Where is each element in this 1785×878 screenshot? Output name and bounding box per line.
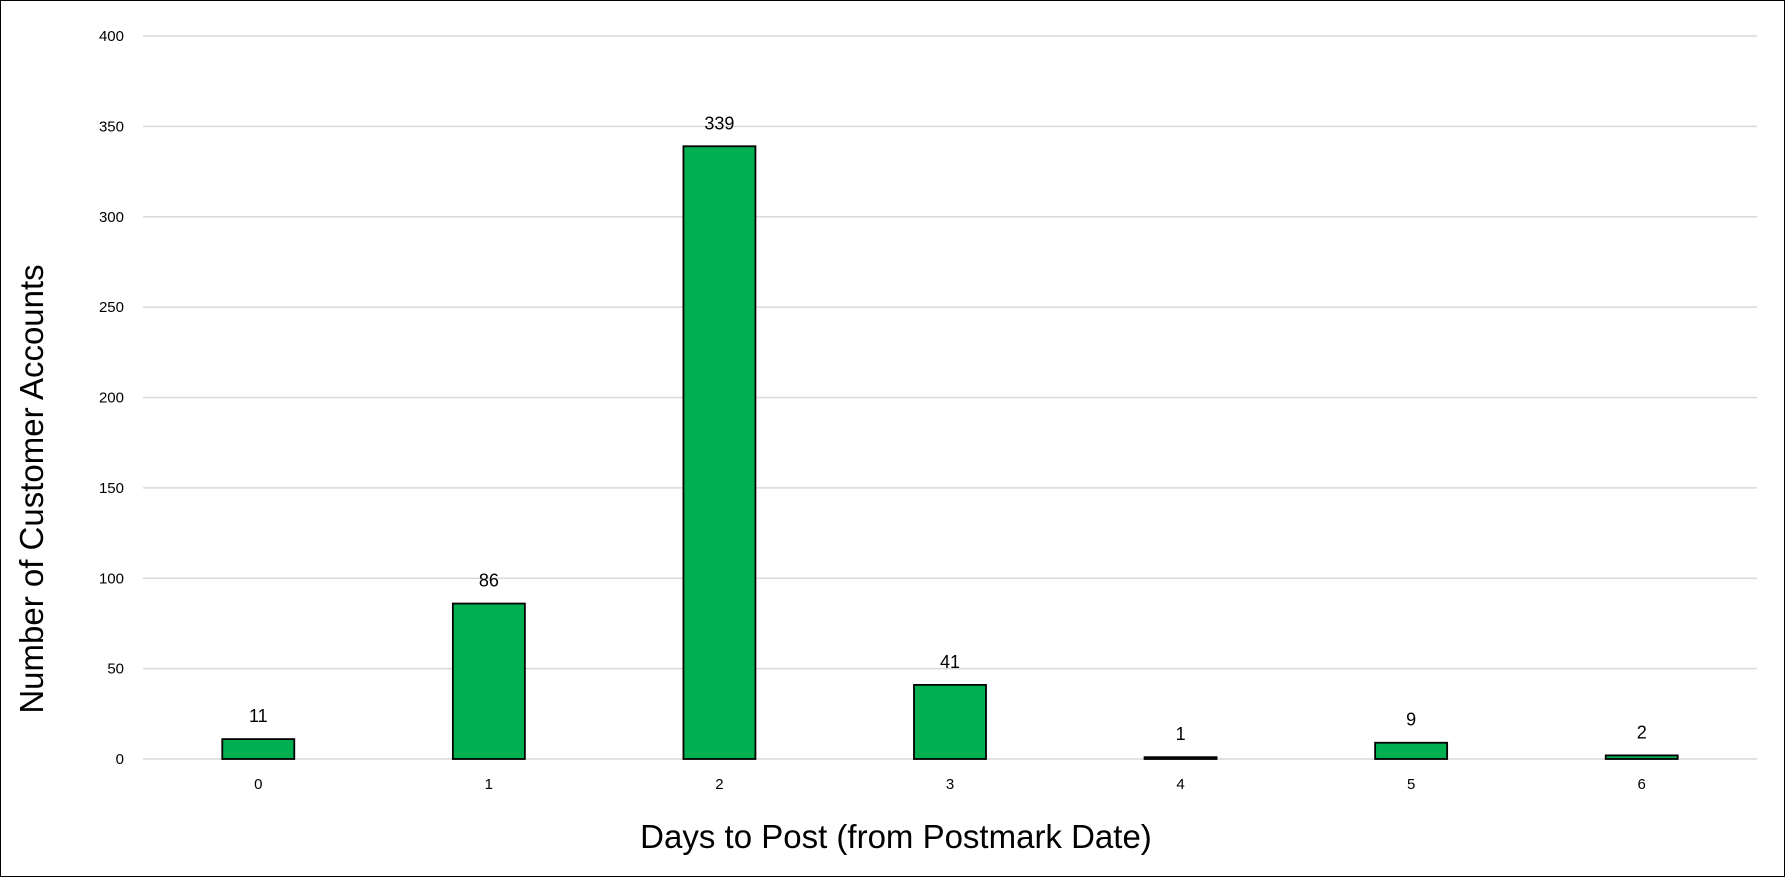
bar-3 [913,683,987,760]
y-tick-label: 0 [116,751,124,768]
y-tick-label: 400 [99,28,124,45]
bar-1 [451,602,526,760]
y-tick-label: 200 [99,390,124,407]
x-tick-label: 5 [1407,776,1415,793]
x-tick-label: 4 [1176,776,1184,793]
bar-0 [221,738,296,760]
data-label: 9 [1406,710,1416,730]
x-axis-title: Days to Post (from Postmark Date) [640,818,1152,855]
data-label: 86 [479,571,499,591]
y-tick-label: 100 [99,570,124,587]
y-tick-label: 350 [99,118,124,135]
data-label: 339 [704,113,734,133]
data-label: 1 [1176,724,1186,744]
x-axis-ticks: 0 1 2 3 4 5 6 [254,776,1646,793]
bar-6 [1604,754,1679,760]
bars [221,145,1679,760]
y-tick-label: 300 [99,209,124,226]
bar-2 [682,145,757,760]
data-label: 11 [249,706,268,726]
y-tick-label: 150 [99,480,124,497]
gridlines [143,35,1757,760]
data-label: 41 [940,652,960,672]
x-tick-label: 0 [254,776,262,793]
bar-4 [1143,756,1218,760]
data-label: 2 [1637,722,1647,742]
y-tick-label: 50 [107,661,124,678]
x-tick-label: 1 [485,776,493,793]
y-axis-title: Number of Customer Accounts [13,264,50,713]
y-tick-label: 250 [99,299,124,316]
y-axis-ticks: 0 50 100 150 200 250 300 350 400 [99,28,124,768]
x-tick-label: 6 [1638,776,1646,793]
x-tick-label: 2 [715,776,723,793]
data-labels: 11 86 339 41 1 9 2 [249,113,1647,744]
x-tick-label: 3 [946,776,954,793]
bar-5 [1374,741,1449,760]
